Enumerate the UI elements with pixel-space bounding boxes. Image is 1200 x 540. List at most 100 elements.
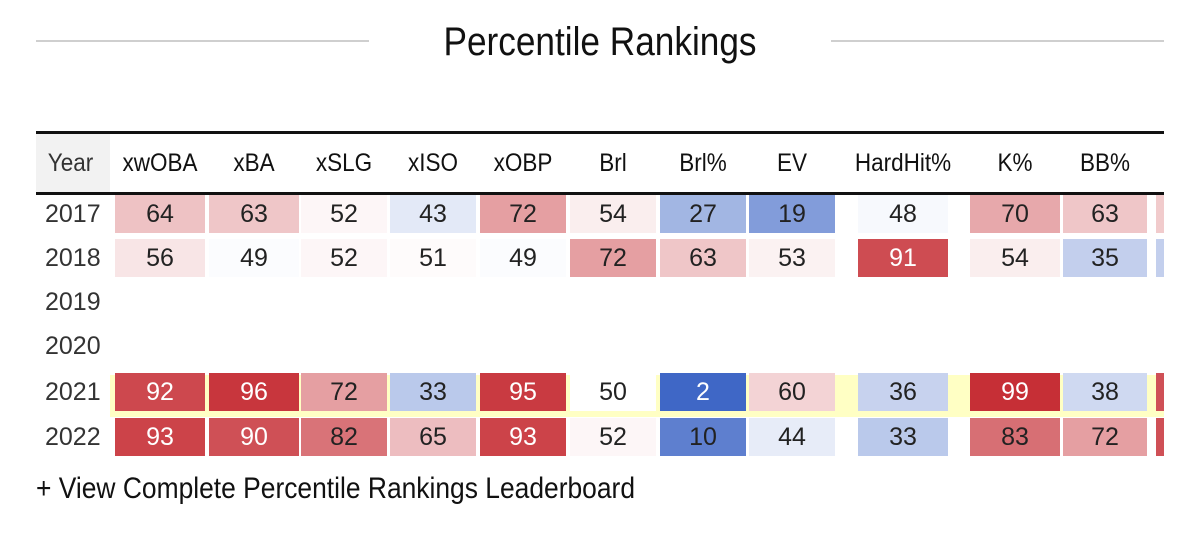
percentile-cell (970, 327, 1060, 365)
percentile-cell: 93 (480, 418, 566, 456)
percentile-cell: 35 (1063, 239, 1147, 277)
percentile-cell: 36 (858, 373, 948, 411)
column-header-brl[interactable]: Brl (599, 148, 627, 177)
percentile-cell: 51 (390, 239, 476, 277)
percentile-cell: 27 (660, 195, 746, 233)
truncated-column-cell (1156, 195, 1164, 233)
percentile-cell: 99 (970, 373, 1060, 411)
percentile-cell: 49 (480, 239, 566, 277)
column-header-k-pct[interactable]: K% (997, 148, 1033, 177)
percentile-cell: 72 (301, 373, 387, 411)
percentile-cell (301, 327, 387, 365)
percentile-cell: 52 (570, 418, 656, 456)
percentile-cell (660, 283, 746, 321)
year-header-background (36, 134, 110, 192)
year-cell: 2017 (45, 199, 101, 228)
truncated-column-cell (1156, 239, 1164, 277)
percentile-cell: 63 (1063, 195, 1147, 233)
percentile-cell: 92 (115, 373, 205, 411)
truncated-column-cell (1156, 418, 1164, 456)
percentile-cell: 19 (749, 195, 835, 233)
table-row: 2022 93 90 82 65 93 52 10 44 33 83 72 (36, 418, 1164, 456)
percentile-cell: 33 (390, 373, 476, 411)
percentile-cell (1063, 283, 1147, 321)
percentile-cell (390, 327, 476, 365)
table-row: 2021 92 96 72 33 95 50 2 60 36 99 38 (36, 373, 1164, 411)
percentile-cell: 93 (115, 418, 205, 456)
year-cell: 2019 (45, 287, 101, 316)
leaderboard-link[interactable]: + View Complete Percentile Rankings Lead… (36, 472, 636, 505)
percentile-cell: 54 (970, 239, 1060, 277)
percentile-cell: 63 (209, 195, 299, 233)
table-header-row: Year xwOBA xBA xSLG xISO xOBP Brl Brl% EV HardHit… (36, 134, 1164, 195)
percentile-cell: 53 (749, 239, 835, 277)
column-header-hardhit-pct[interactable]: HardHit% (854, 148, 952, 177)
percentile-cell: 54 (570, 195, 656, 233)
percentile-cell (570, 327, 656, 365)
year-cell: 2021 (45, 377, 101, 406)
percentile-cell: 43 (390, 195, 476, 233)
percentile-cell (970, 283, 1060, 321)
percentile-cell: 65 (390, 418, 476, 456)
percentile-cell (209, 283, 299, 321)
percentile-cell: 2 (660, 373, 746, 411)
percentile-cell (115, 327, 205, 365)
column-header-xobp[interactable]: xOBP (493, 148, 553, 177)
column-header-bb-pct[interactable]: BB% (1079, 148, 1131, 177)
percentile-cell (390, 283, 476, 321)
percentile-cell: 82 (301, 418, 387, 456)
percentile-cell: 64 (115, 195, 205, 233)
percentile-cell: 52 (301, 239, 387, 277)
table-row: 2017 64 63 52 43 72 54 27 19 48 70 63 (36, 195, 1164, 233)
percentile-cell: 96 (209, 373, 299, 411)
truncated-column-cell (1156, 373, 1164, 411)
title-divider-right (831, 40, 1164, 42)
percentile-cell: 38 (1063, 373, 1147, 411)
column-header-xwoba[interactable]: xwOBA (122, 148, 198, 177)
percentile-cell (115, 283, 205, 321)
percentile-cell: 72 (570, 239, 656, 277)
column-header-brl-pct[interactable]: Brl% (679, 148, 727, 177)
percentile-cell (209, 327, 299, 365)
percentile-cell (480, 283, 566, 321)
column-header-xiso[interactable]: xISO (407, 148, 459, 177)
percentile-cell (749, 327, 835, 365)
percentile-cell: 63 (660, 239, 746, 277)
percentile-cell: 33 (858, 418, 948, 456)
year-cell: 2020 (45, 331, 101, 360)
percentile-rankings-table: Year xwOBA xBA xSLG xISO xOBP Brl Brl% EV HardHit… (36, 131, 1164, 464)
percentile-cell: 48 (858, 195, 948, 233)
percentile-cell (301, 283, 387, 321)
title-divider-left (36, 40, 369, 42)
year-cell: 2018 (45, 243, 101, 272)
percentile-cell: 95 (480, 373, 566, 411)
percentile-cell: 52 (301, 195, 387, 233)
column-header-xba[interactable]: xBA (233, 148, 275, 177)
percentile-cell (1063, 327, 1147, 365)
percentile-cell: 50 (570, 373, 656, 411)
percentile-cell (858, 283, 948, 321)
section-title: Percentile Rankings (443, 20, 757, 64)
table-row: 2019 (36, 283, 1164, 321)
percentile-cell: 72 (1063, 418, 1147, 456)
percentile-cell (660, 327, 746, 365)
table-row: 2020 (36, 327, 1164, 365)
percentile-cell: 70 (970, 195, 1060, 233)
percentile-cell (570, 283, 656, 321)
percentile-cell (480, 327, 566, 365)
percentile-cell: 56 (115, 239, 205, 277)
percentile-cell (749, 283, 835, 321)
percentile-cell: 49 (209, 239, 299, 277)
percentile-cell (858, 327, 948, 365)
percentile-cell: 83 (970, 418, 1060, 456)
table-row: 2018 56 49 52 51 49 72 63 53 91 54 35 (36, 239, 1164, 277)
percentile-cell: 44 (749, 418, 835, 456)
percentile-cell: 72 (480, 195, 566, 233)
percentile-cell: 91 (858, 239, 948, 277)
percentile-cell: 10 (660, 418, 746, 456)
percentile-cell: 60 (749, 373, 835, 411)
column-header-xslg[interactable]: xSLG (315, 148, 373, 177)
column-header-ev[interactable]: EV (776, 148, 808, 177)
percentile-cell: 90 (209, 418, 299, 456)
column-header-year[interactable]: Year (47, 148, 94, 177)
